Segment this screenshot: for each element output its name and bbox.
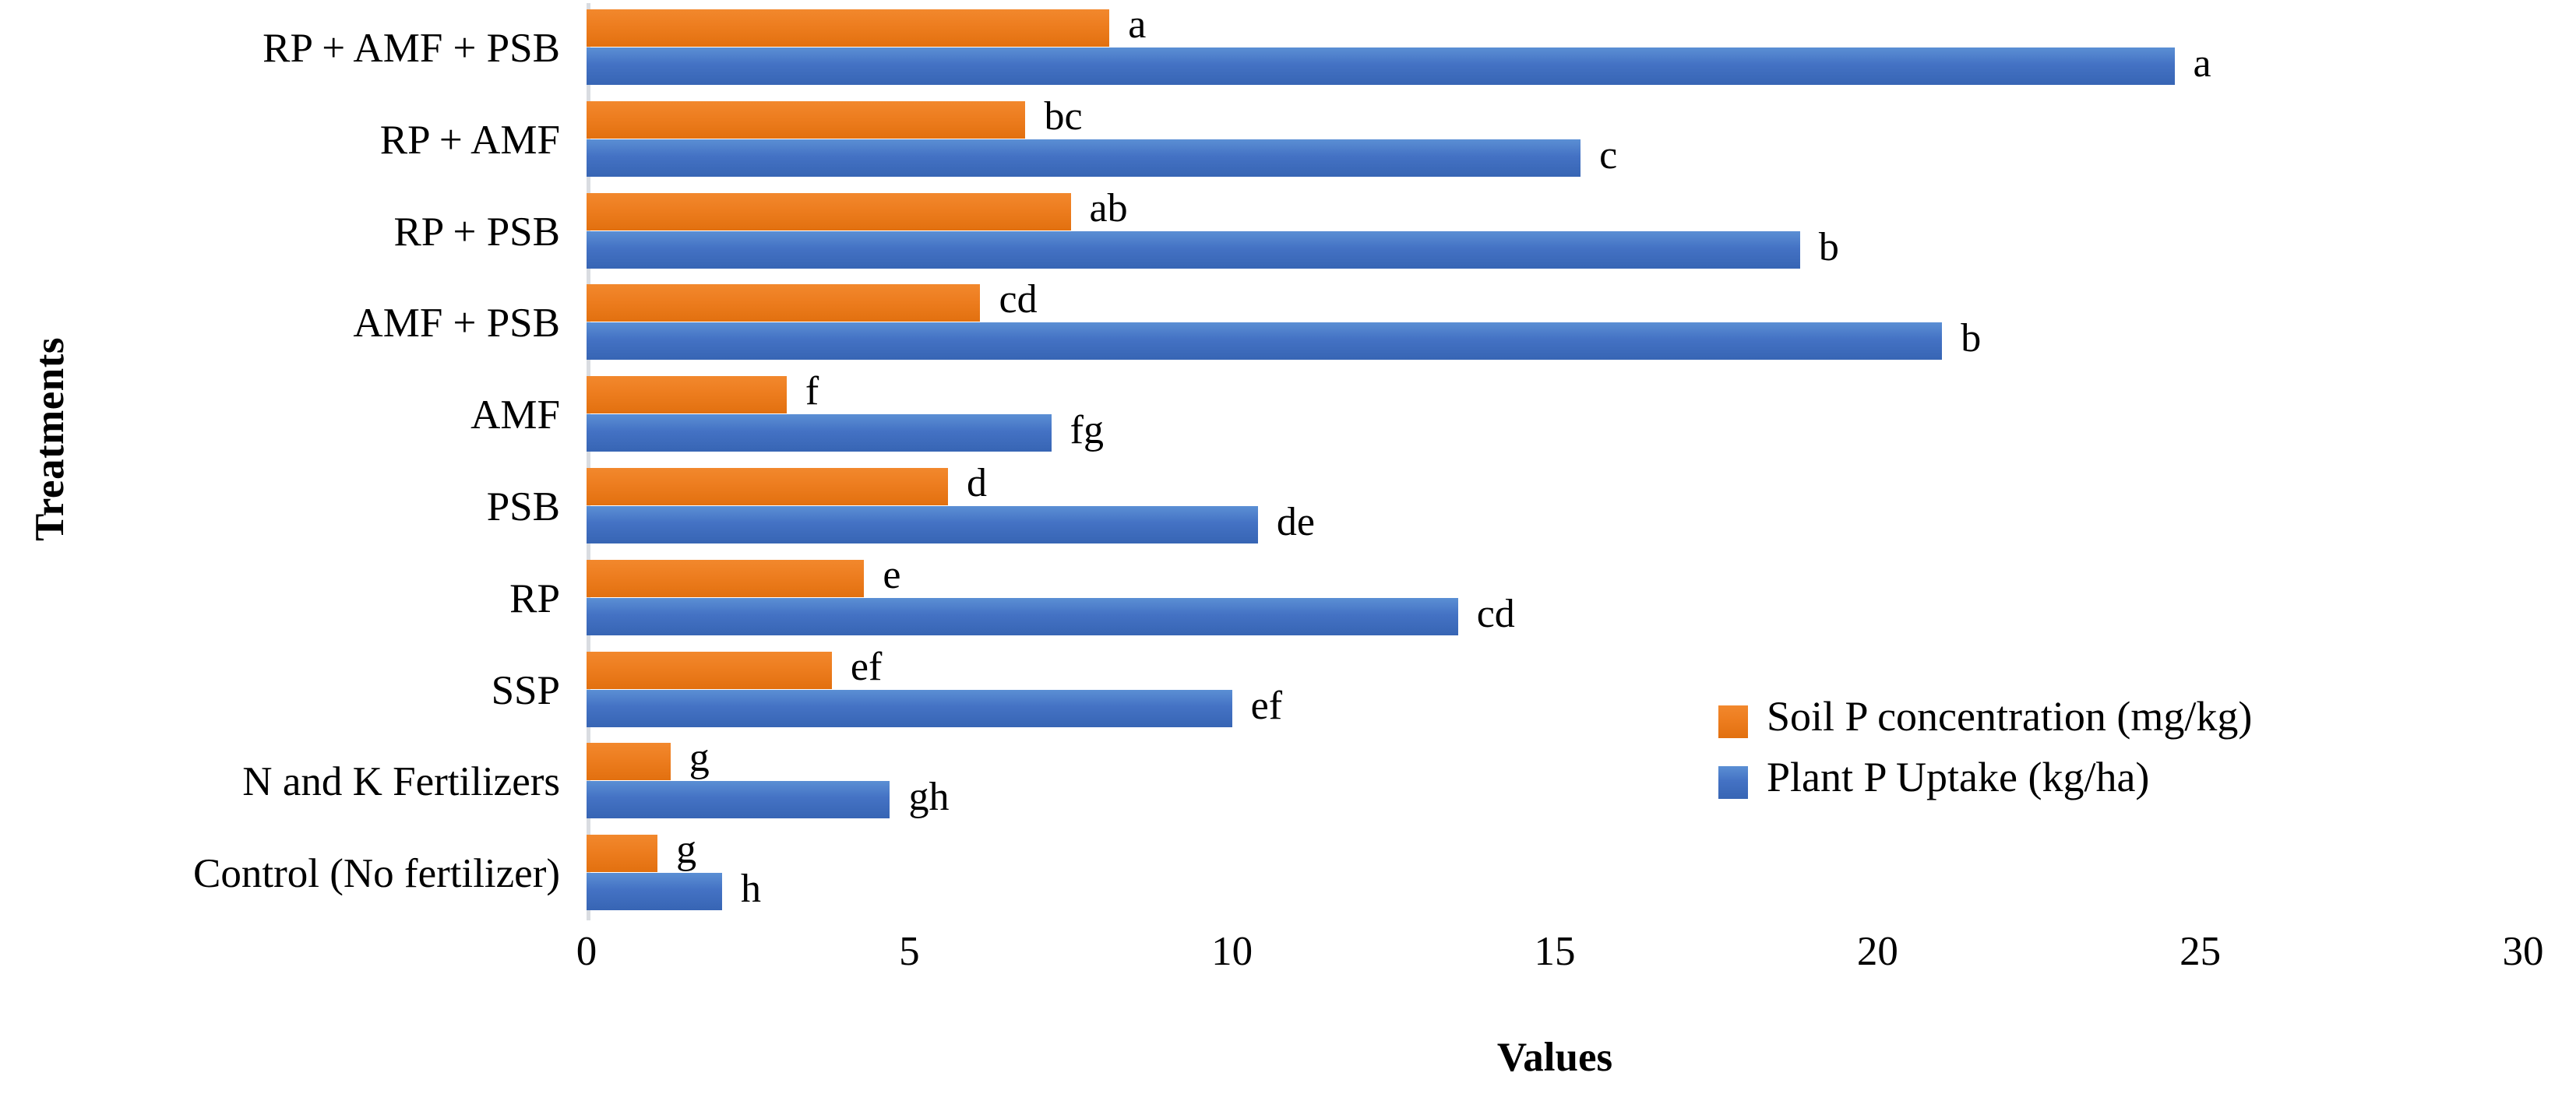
category-label: RP + PSB <box>0 209 587 255</box>
value-axis-tick-label: 25 <box>2180 929 2222 974</box>
x-axis-title: Values <box>1496 1035 1613 1080</box>
category-label-text: AMF + PSB <box>353 301 560 346</box>
bar-plant-p[interactable] <box>587 322 1943 361</box>
category-label-text: N and K Fertilizers <box>242 759 560 805</box>
bar-group: g gh <box>587 738 2523 835</box>
category-label-text: RP + AMF + PSB <box>263 25 560 71</box>
bar-significance-label: a <box>2193 41 2211 86</box>
value-axis-tick-label: 15 <box>1534 929 1576 974</box>
bar-significance-label: gh <box>908 775 950 820</box>
bar-soil-p[interactable] <box>587 9 1110 47</box>
bar-plant-p[interactable] <box>587 873 723 911</box>
bar-significance-label: g <box>689 736 710 781</box>
bar-significance-label: c <box>1599 132 1618 178</box>
bar-significance-label: g <box>676 828 697 873</box>
bar-significance-label: b <box>1961 316 1982 361</box>
bar-significance-label: fg <box>1070 408 1104 453</box>
legend-item-label: Plant P Uptake (kg/ha) <box>1767 754 2150 800</box>
category-label-text: Control (No fertilizer) <box>193 851 560 897</box>
legend-item-soil-p[interactable]: Soil P concentration (mg/kg) <box>1718 691 2497 752</box>
category-label-text: SSP <box>491 667 560 713</box>
bar-soil-p[interactable] <box>587 743 671 781</box>
bar-significance-label: b <box>1818 224 1839 269</box>
legend-item-plant-p[interactable]: Plant P Uptake (kg/ha) <box>1718 752 2497 813</box>
category-label-text: AMF <box>470 392 560 438</box>
value-axis-tick-label: 10 <box>1211 929 1253 974</box>
bar-group: cd b <box>587 280 2523 376</box>
category-label: SSP <box>0 670 587 712</box>
bar-plant-p[interactable] <box>587 230 1800 269</box>
bar-significance-label: de <box>1276 500 1315 544</box>
bar-group: ef ef <box>587 646 2523 744</box>
bar-plant-p[interactable] <box>587 414 1052 452</box>
bar-soil-p[interactable] <box>587 100 1026 139</box>
bar-group: f fg <box>587 371 2523 468</box>
bar-soil-p[interactable] <box>587 192 1071 230</box>
bar-significance-label: cd <box>1476 591 1515 636</box>
bar-group: e cd <box>587 554 2523 652</box>
orange-swatch-icon <box>1718 705 1748 738</box>
bar-significance-label: ef <box>850 644 883 689</box>
category-label: PSB <box>0 484 587 529</box>
bar-plant-p[interactable] <box>587 47 2175 85</box>
bar-soil-p[interactable] <box>587 559 865 597</box>
category-label: AMF <box>0 395 587 436</box>
chart-legend: Soil P concentration (mg/kg) Plant P Upt… <box>1718 691 2497 813</box>
bar-plant-p[interactable] <box>587 506 1258 543</box>
bar-significance-label: h <box>741 867 762 912</box>
category-label: RP <box>0 575 587 621</box>
bar-significance-label: bc <box>1044 93 1083 139</box>
category-label-text: PSB <box>486 484 560 529</box>
category-label-text: RP + PSB <box>393 209 560 255</box>
value-axis-tick-label: 30 <box>2502 929 2544 974</box>
category-label: RP + AMF <box>0 117 587 163</box>
category-label: RP + AMF + PSB <box>0 25 587 71</box>
bar-significance-label: ef <box>1250 683 1283 728</box>
bar-significance-label: cd <box>999 277 1038 322</box>
category-label-text: RP <box>509 575 560 621</box>
legend-item-label: Soil P concentration (mg/kg) <box>1767 693 2253 740</box>
blue-swatch-icon <box>1718 766 1748 799</box>
bar-soil-p[interactable] <box>587 376 787 414</box>
category-label: N and K Fertilizers <box>0 762 587 803</box>
bar-plant-p[interactable] <box>587 781 890 819</box>
bar-plant-p[interactable] <box>587 689 1232 727</box>
category-label: AMF + PSB <box>0 303 587 344</box>
bar-significance-label: a <box>1128 2 1147 47</box>
bar-significance-label: ab <box>1089 185 1128 230</box>
bar-group: ab b <box>587 188 2523 285</box>
bar-significance-label: e <box>883 552 901 597</box>
category-label-text: RP + AMF <box>379 117 560 163</box>
bar-plant-p[interactable] <box>587 597 1458 635</box>
category-label: Control (No fertilizer) <box>0 853 587 895</box>
bar-group: d de <box>587 463 2523 560</box>
bar-group: bc c <box>587 96 2523 193</box>
bar-significance-label: f <box>805 369 819 414</box>
value-axis-tick-label: 5 <box>899 929 920 974</box>
value-axis-tick-label: 0 <box>576 929 597 974</box>
bar-soil-p[interactable] <box>587 284 981 322</box>
plot-area: a a bc c ab b cd b f fg d de e cd ef ef g gh g h <box>587 3 2523 920</box>
bar-significance-label: d <box>967 461 988 505</box>
bar-soil-p[interactable] <box>587 651 832 689</box>
value-axis-line <box>587 3 590 920</box>
bar-soil-p[interactable] <box>587 468 949 505</box>
bar-soil-p[interactable] <box>587 835 658 873</box>
bar-plant-p[interactable] <box>587 139 1581 177</box>
value-axis-tick-label: 20 <box>1856 929 1898 974</box>
